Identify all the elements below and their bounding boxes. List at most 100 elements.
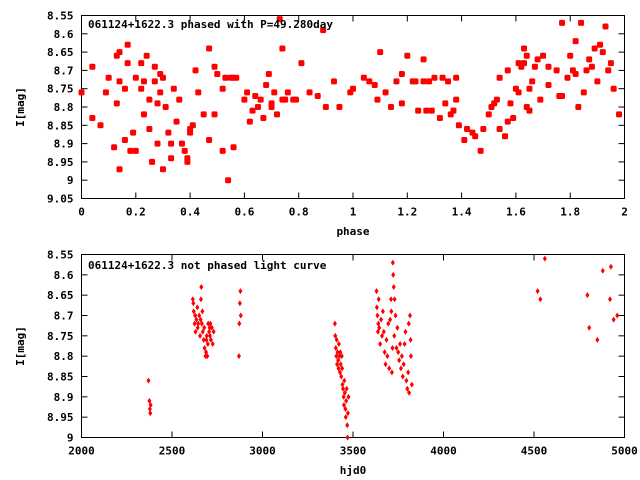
data-point (105, 74, 112, 81)
data-point (151, 63, 158, 70)
data-point (510, 114, 517, 121)
data-point (197, 312, 202, 319)
data-point (195, 89, 202, 96)
data-point (192, 320, 197, 327)
data-point (453, 74, 460, 81)
y-tick-label: 8.75 (47, 83, 74, 96)
data-point (379, 332, 384, 339)
data-point (399, 353, 404, 360)
y-tick-label: 8.7 (54, 64, 74, 77)
data-point (214, 71, 221, 78)
data-point (143, 52, 150, 59)
data-point (553, 67, 560, 74)
x-tick-label: 0.2 (126, 206, 146, 219)
x-tick-label: 2000 (68, 445, 95, 458)
data-point (191, 308, 196, 315)
data-point (531, 63, 538, 70)
data-point (594, 78, 601, 85)
data-point (397, 357, 402, 364)
data-point (540, 52, 547, 59)
data-point (398, 365, 403, 372)
data-point (392, 296, 397, 303)
data-point (408, 336, 413, 343)
x-tick-label: 1.6 (506, 206, 526, 219)
data-point (206, 45, 213, 52)
data-point (193, 328, 198, 335)
tick-marks (81, 15, 625, 199)
data-point (335, 349, 340, 356)
data-point (140, 78, 147, 85)
y-tick-label: 8.95 (47, 411, 74, 424)
data-point (159, 166, 166, 173)
data-point (586, 56, 593, 63)
data-point (198, 296, 203, 303)
data-point (191, 300, 196, 307)
data-point (608, 263, 613, 270)
data-point (534, 56, 541, 63)
data-point (595, 336, 600, 343)
data-point (336, 104, 343, 110)
data-point (124, 41, 131, 48)
unphased-light-curve-panel: 8.55 8.6 8.65 8.7 8.75 8.8 8.85 8.9 8.95 9 2000 25… (14, 249, 638, 478)
data-point (159, 74, 166, 81)
data-point (398, 100, 405, 107)
data-point (572, 71, 579, 78)
data-point (195, 324, 200, 331)
y-tick-label: 9 (67, 174, 74, 187)
data-point (254, 104, 261, 110)
data-point (591, 45, 598, 52)
x-axis-label: hjd0 (340, 464, 367, 477)
data-point (204, 336, 209, 343)
data-point (339, 373, 344, 380)
data-point (148, 401, 153, 408)
data-point (314, 93, 321, 100)
data-point (306, 89, 313, 96)
data-point (249, 107, 256, 114)
y-axis-label: I[mag] (14, 326, 27, 366)
data-point (333, 332, 338, 339)
data-point (450, 107, 457, 114)
data-point (162, 104, 169, 110)
data-point (439, 74, 446, 81)
data-point (599, 49, 606, 56)
y-tick-label: 8.8 (54, 350, 74, 363)
data-point (375, 312, 380, 319)
x-tick-label: 2 (621, 206, 628, 219)
y-tick-label: 8.95 (47, 156, 74, 169)
data-point (341, 385, 346, 392)
x-tick-label: 0 (78, 206, 85, 219)
data-point (330, 78, 337, 85)
data-point (605, 67, 612, 74)
data-point (346, 393, 351, 400)
data-point (387, 365, 392, 372)
data-point (237, 300, 242, 307)
data-point (564, 74, 571, 81)
data-point (342, 377, 347, 384)
x-tick-label: 4500 (521, 445, 548, 458)
data-point (382, 89, 389, 96)
data-point (366, 78, 373, 85)
data-point (504, 67, 511, 74)
y-axis-label: I[mag] (14, 87, 27, 127)
data-point (148, 410, 153, 417)
data-point (205, 340, 210, 347)
data-point (345, 410, 350, 417)
data-point (202, 324, 207, 331)
data-point (392, 332, 397, 339)
data-point (537, 96, 544, 103)
data-point (338, 349, 343, 356)
data-point (578, 19, 585, 26)
data-point (204, 332, 209, 339)
data-point (611, 316, 616, 323)
data-point (205, 353, 210, 360)
data-points (78, 16, 623, 184)
data-point (485, 111, 492, 118)
data-point (526, 107, 533, 114)
data-point (493, 96, 500, 103)
data-point (343, 414, 348, 421)
y-tick-label: 9.05 (47, 193, 74, 206)
data-point (199, 320, 204, 327)
data-point (89, 63, 96, 70)
data-point (146, 125, 153, 132)
